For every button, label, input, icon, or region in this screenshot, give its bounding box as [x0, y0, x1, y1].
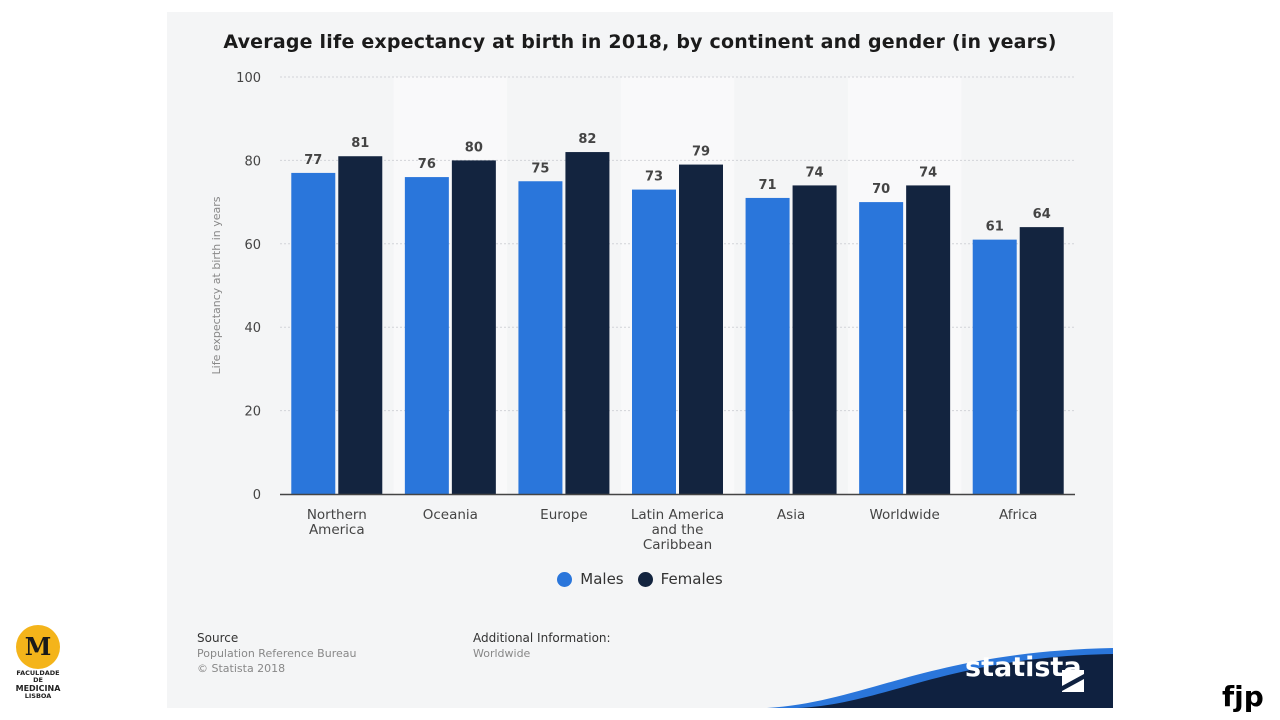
data-label-males: 76: [418, 157, 436, 172]
data-label-females: 74: [919, 165, 937, 180]
data-label-males: 73: [645, 170, 663, 185]
bar-males: [518, 181, 563, 494]
logo-letter: M: [25, 632, 52, 661]
bar-females: [906, 185, 951, 495]
y-axis-label: Life expectancy at birth in years: [210, 196, 223, 374]
y-tick-label: 40: [244, 321, 261, 336]
additional-info-text: Worldwide: [473, 647, 531, 660]
y-tick-label: 100: [236, 71, 261, 86]
logo-line-2: MEDICINA: [15, 684, 61, 693]
additional-info-heading: Additional Information:: [473, 631, 611, 645]
bar-females: [565, 152, 610, 494]
bar-males: [859, 202, 904, 494]
source-heading: Source: [197, 631, 239, 645]
x-tick-label: Latin America: [631, 507, 724, 523]
source-block: Source Population Reference Bureau © Sta…: [197, 631, 356, 676]
legend-swatch-males: [557, 571, 573, 587]
bar-females: [1019, 227, 1064, 494]
chart-title: Average life expectancy at birth in 2018…: [223, 31, 1057, 53]
bar-males: [745, 197, 790, 494]
bar-females: [451, 160, 496, 494]
logo-line-3: LISBOA: [24, 692, 52, 700]
data-label-females: 80: [465, 140, 483, 155]
data-label-males: 70: [872, 182, 890, 197]
data-label-males: 77: [304, 153, 322, 168]
data-label-males: 71: [759, 178, 777, 193]
x-tick-label: and the: [652, 522, 704, 538]
statista-mark-icon: [1062, 670, 1084, 692]
x-tick-label: Northern: [307, 507, 367, 523]
data-label-females: 64: [1033, 207, 1051, 222]
bar-males: [632, 189, 676, 494]
legend-item-males[interactable]: Males: [557, 570, 624, 588]
logo-line-1: FACULDADE DE: [16, 669, 60, 684]
x-tick-label: Europe: [540, 507, 587, 523]
data-label-females: 79: [692, 145, 710, 160]
copyright: © Statista 2018: [197, 662, 286, 675]
data-label-females: 74: [806, 165, 824, 180]
y-tick-label: 60: [244, 238, 261, 253]
bar-males: [404, 177, 449, 494]
legend: Males Females: [167, 570, 1113, 588]
y-tick-label: 80: [244, 154, 261, 169]
x-tick-label: Africa: [999, 507, 1038, 523]
bar-females: [679, 164, 723, 494]
data-label-females: 82: [578, 132, 596, 147]
x-tick-label: America: [309, 522, 365, 538]
x-tick-label: Caribbean: [643, 537, 712, 553]
author-signature: fjp: [1222, 680, 1264, 713]
x-tick-label: Worldwide: [869, 507, 939, 523]
legend-item-females[interactable]: Females: [637, 570, 723, 588]
statista-band: [767, 648, 1113, 708]
source-link[interactable]: Population Reference Bureau: [197, 647, 357, 660]
bar-males: [291, 172, 336, 494]
faculty-logo: M FACULDADE DE MEDICINA LISBOA: [12, 624, 64, 700]
additional-info-block: Additional Information: Worldwide: [473, 631, 611, 661]
legend-swatch-females: [637, 571, 653, 587]
band-main: [797, 654, 1113, 708]
x-tick-label: Oceania: [423, 507, 478, 523]
bar-females: [338, 156, 383, 495]
bar-males: [972, 239, 1017, 494]
legend-label-females: Females: [660, 570, 723, 588]
y-tick-label: 20: [244, 405, 261, 420]
faculty-emblem-icon: M: [16, 625, 60, 669]
data-label-males: 61: [986, 220, 1004, 235]
bar-females: [792, 185, 837, 495]
data-label-males: 75: [531, 161, 549, 176]
x-tick-label: Asia: [777, 507, 805, 523]
data-label-females: 81: [351, 136, 369, 151]
y-tick-label: 0: [253, 488, 261, 503]
bar-chart: 0 20 40 60 80 100 Life expectancy at birth in …: [210, 71, 1075, 553]
chart-panel: Average life expectancy at birth in 2018…: [167, 12, 1113, 708]
legend-label-males: Males: [580, 570, 624, 588]
